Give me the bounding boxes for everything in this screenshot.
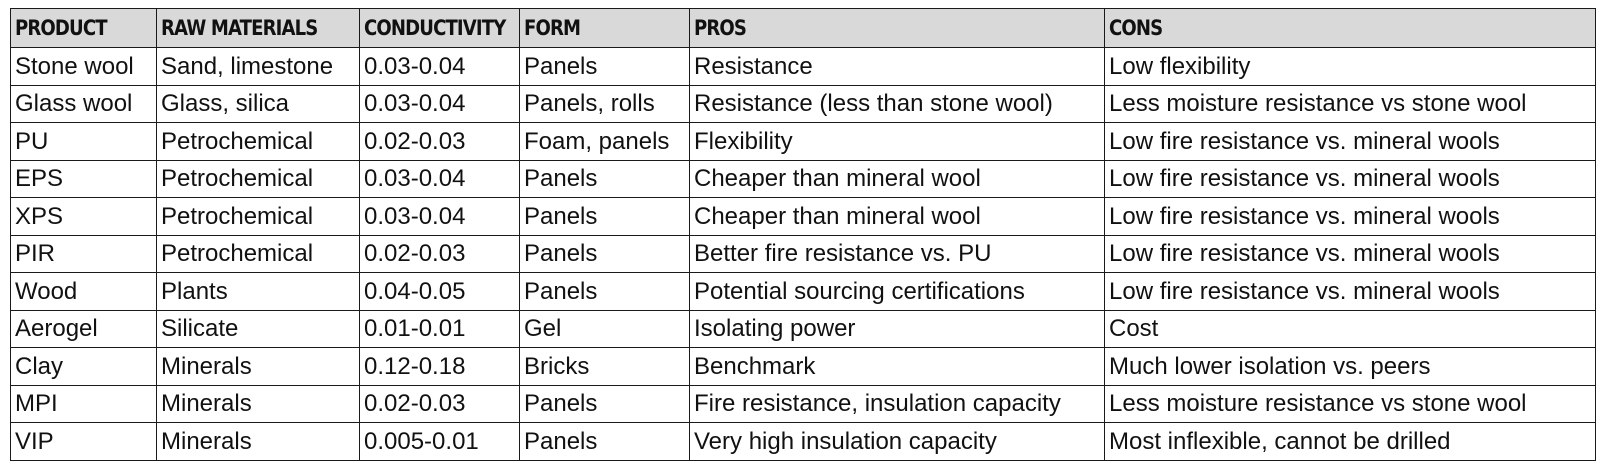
cell-cons: Low flexibility xyxy=(1104,47,1596,86)
cell-conductivity: 0.12-0.18 xyxy=(359,347,520,386)
cell-product: PU xyxy=(10,122,157,161)
cell-form: Panels xyxy=(519,234,690,273)
cell-conductivity: 0.03-0.04 xyxy=(359,159,520,198)
table-container: PRODUCT RAW MATERIALS CONDUCTIVITY FORM … xyxy=(10,8,1596,461)
header-cons: CONS xyxy=(1104,8,1596,48)
header-row: PRODUCT RAW MATERIALS CONDUCTIVITY FORM … xyxy=(10,8,1596,48)
cell-raw-materials: Sand, limestone xyxy=(156,47,360,86)
cell-raw-materials: Glass, silica xyxy=(156,84,360,123)
cell-product: Glass wool xyxy=(10,84,157,123)
cell-raw-materials: Minerals xyxy=(156,384,360,423)
cell-cons: Cost xyxy=(1104,309,1596,348)
cell-cons: Less moisture resistance vs stone wool xyxy=(1104,84,1596,123)
cell-cons: Less moisture resistance vs stone wool xyxy=(1104,384,1596,423)
cell-raw-materials: Plants xyxy=(156,272,360,311)
cell-cons: Much lower isolation vs. peers xyxy=(1104,347,1596,386)
cell-product: Clay xyxy=(10,347,157,386)
cell-pros: Resistance (less than stone wool) xyxy=(689,84,1105,123)
header-raw-materials: RAW MATERIALS xyxy=(156,8,360,48)
header-conductivity: CONDUCTIVITY xyxy=(359,8,520,48)
cell-pros: Potential sourcing certifications xyxy=(689,272,1105,311)
table-row: Aerogel Silicate 0.01-0.01 Gel Isolating… xyxy=(10,309,1596,348)
cell-cons: Low fire resistance vs. mineral wools xyxy=(1104,272,1596,311)
table-row: EPS Petrochemical 0.03-0.04 Panels Cheap… xyxy=(10,159,1596,198)
cell-product: PIR xyxy=(10,234,157,273)
cell-raw-materials: Petrochemical xyxy=(156,159,360,198)
cell-pros: Resistance xyxy=(689,47,1105,86)
cell-pros: Better fire resistance vs. PU xyxy=(689,234,1105,273)
cell-pros: Isolating power xyxy=(689,309,1105,348)
cell-raw-materials: Silicate xyxy=(156,309,360,348)
cell-form: Panels, rolls xyxy=(519,84,690,123)
header-pros: PROS xyxy=(689,8,1105,48)
cell-product: VIP xyxy=(10,422,157,461)
cell-raw-materials: Minerals xyxy=(156,347,360,386)
table-row: XPS Petrochemical 0.03-0.04 Panels Cheap… xyxy=(10,197,1596,236)
cell-conductivity: 0.03-0.04 xyxy=(359,197,520,236)
cell-cons: Low fire resistance vs. mineral wools xyxy=(1104,197,1596,236)
cell-raw-materials: Minerals xyxy=(156,422,360,461)
cell-product: EPS xyxy=(10,159,157,198)
table-row: Wood Plants 0.04-0.05 Panels Potential s… xyxy=(10,272,1596,311)
cell-pros: Cheaper than mineral wool xyxy=(689,197,1105,236)
table-row: PU Petrochemical 0.02-0.03 Foam, panels … xyxy=(10,122,1596,161)
cell-product: Stone wool xyxy=(10,47,157,86)
cell-pros: Fire resistance, insulation capacity xyxy=(689,384,1105,423)
cell-pros: Cheaper than mineral wool xyxy=(689,159,1105,198)
cell-raw-materials: Petrochemical xyxy=(156,122,360,161)
cell-form: Panels xyxy=(519,47,690,86)
cell-cons: Low fire resistance vs. mineral wools xyxy=(1104,122,1596,161)
table-row: Clay Minerals 0.12-0.18 Bricks Benchmark… xyxy=(10,347,1596,386)
cell-conductivity: 0.005-0.01 xyxy=(359,422,520,461)
table-row: VIP Minerals 0.005-0.01 Panels Very high… xyxy=(10,422,1596,461)
cell-product: Aerogel xyxy=(10,309,157,348)
cell-pros: Benchmark xyxy=(689,347,1105,386)
cell-form: Gel xyxy=(519,309,690,348)
cell-raw-materials: Petrochemical xyxy=(156,234,360,273)
cell-conductivity: 0.01-0.01 xyxy=(359,309,520,348)
cell-form: Panels xyxy=(519,422,690,461)
cell-product: MPI xyxy=(10,384,157,423)
cell-form: Panels xyxy=(519,197,690,236)
cell-cons: Most inflexible, cannot be drilled xyxy=(1104,422,1596,461)
table-row: PIR Petrochemical 0.02-0.03 Panels Bette… xyxy=(10,234,1596,273)
table-row: Stone wool Sand, limestone 0.03-0.04 Pan… xyxy=(10,47,1596,86)
cell-cons: Low fire resistance vs. mineral wools xyxy=(1104,234,1596,273)
cell-form: Panels xyxy=(519,384,690,423)
cell-form: Bricks xyxy=(519,347,690,386)
cell-form: Panels xyxy=(519,159,690,198)
cell-conductivity: 0.02-0.03 xyxy=(359,122,520,161)
cell-conductivity: 0.02-0.03 xyxy=(359,384,520,423)
cell-conductivity: 0.03-0.04 xyxy=(359,47,520,86)
header-form: FORM xyxy=(519,8,690,48)
header-product: PRODUCT xyxy=(10,8,157,48)
cell-conductivity: 0.03-0.04 xyxy=(359,84,520,123)
cell-pros: Flexibility xyxy=(689,122,1105,161)
table-row: MPI Minerals 0.02-0.03 Panels Fire resis… xyxy=(10,384,1596,423)
cell-form: Foam, panels xyxy=(519,122,690,161)
cell-raw-materials: Petrochemical xyxy=(156,197,360,236)
table-row: Glass wool Glass, silica 0.03-0.04 Panel… xyxy=(10,84,1596,123)
insulation-comparison-table: PRODUCT RAW MATERIALS CONDUCTIVITY FORM … xyxy=(10,8,1596,461)
cell-pros: Very high insulation capacity xyxy=(689,422,1105,461)
cell-product: XPS xyxy=(10,197,157,236)
cell-conductivity: 0.02-0.03 xyxy=(359,234,520,273)
cell-cons: Low fire resistance vs. mineral wools xyxy=(1104,159,1596,198)
cell-conductivity: 0.04-0.05 xyxy=(359,272,520,311)
cell-product: Wood xyxy=(10,272,157,311)
cell-form: Panels xyxy=(519,272,690,311)
